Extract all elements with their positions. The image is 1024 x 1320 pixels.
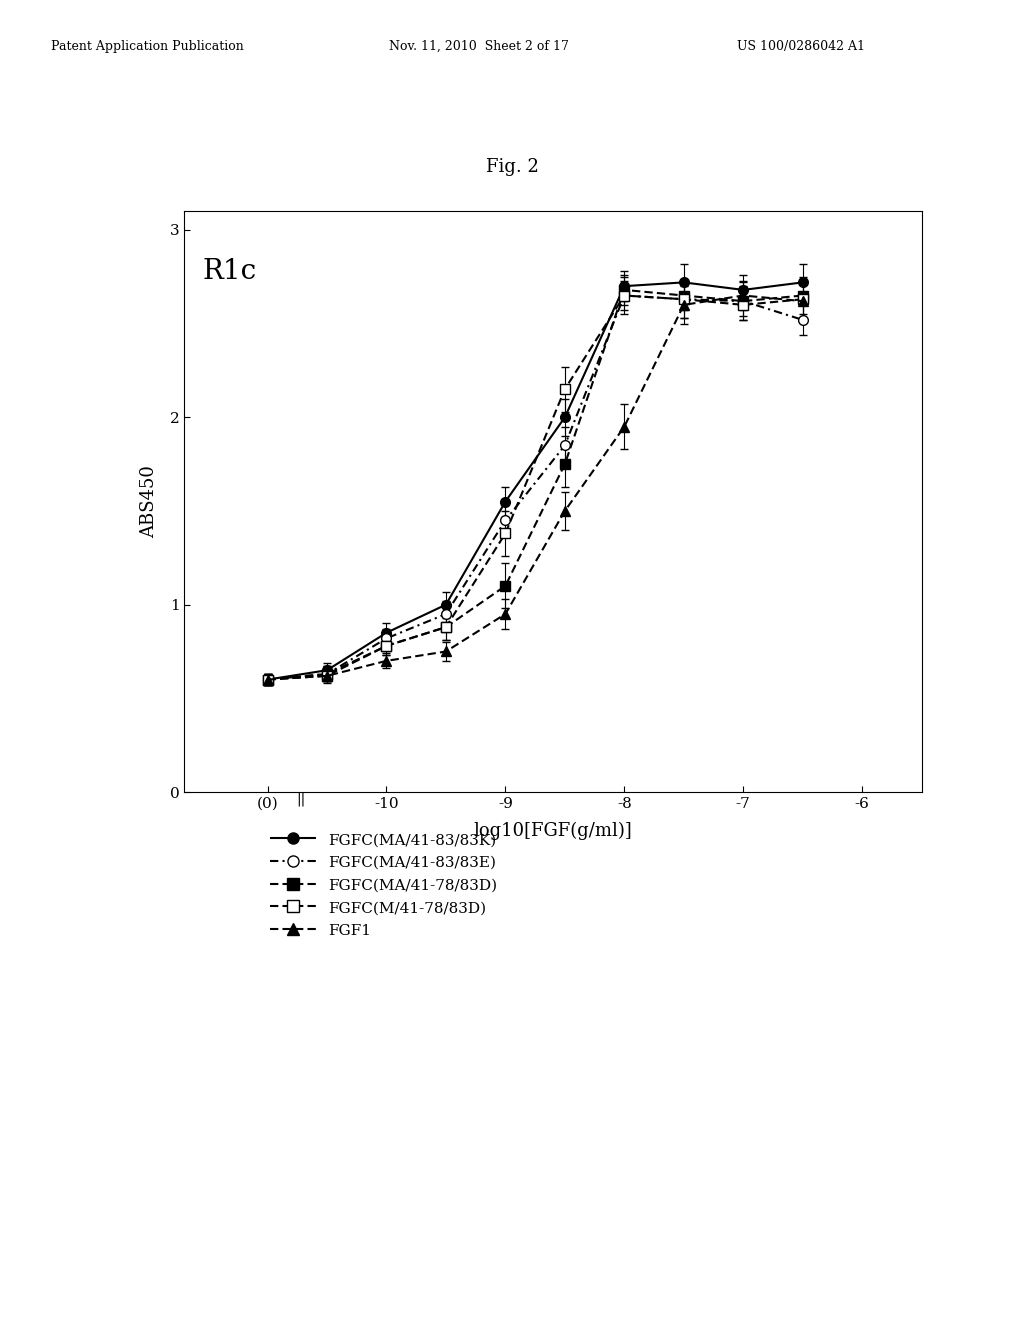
Text: R1c: R1c: [202, 257, 256, 285]
Legend: FGFC(MA/41-83/83K), FGFC(MA/41-83/83E), FGFC(MA/41-78/83D), FGFC(M/41-78/83D), F: FGFC(MA/41-83/83K), FGFC(MA/41-83/83E), …: [263, 826, 503, 944]
Text: Patent Application Publication: Patent Application Publication: [51, 40, 244, 53]
Text: ||: ||: [296, 792, 305, 807]
Text: US 100/0286042 A1: US 100/0286042 A1: [737, 40, 865, 53]
X-axis label: log10[FGF(g/ml)]: log10[FGF(g/ml)]: [473, 822, 633, 841]
Text: Nov. 11, 2010  Sheet 2 of 17: Nov. 11, 2010 Sheet 2 of 17: [389, 40, 569, 53]
Text: Fig. 2: Fig. 2: [485, 158, 539, 177]
Y-axis label: ABS450: ABS450: [140, 465, 159, 539]
